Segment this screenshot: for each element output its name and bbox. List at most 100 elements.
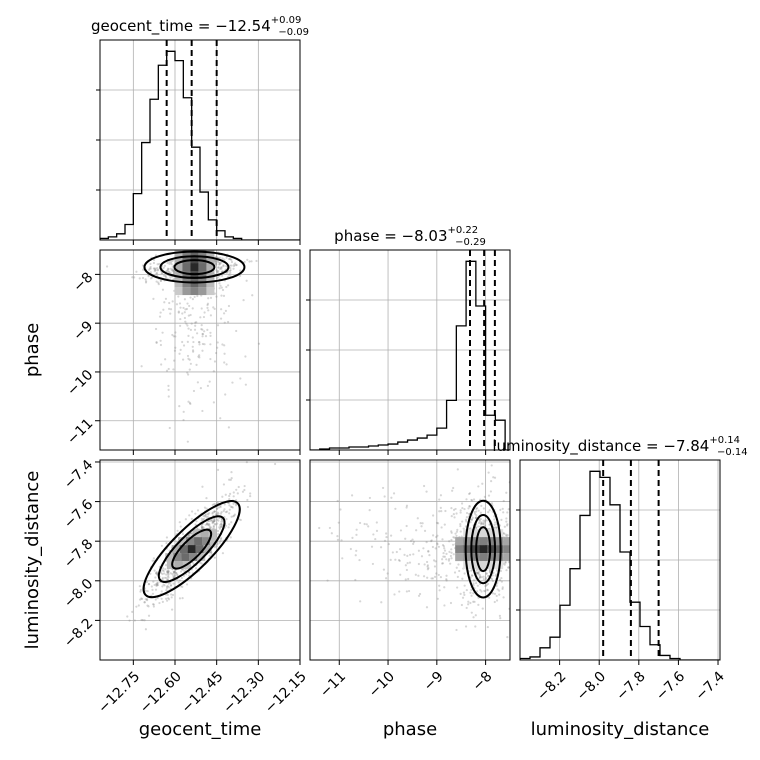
sample-point	[211, 512, 214, 515]
sample-point	[217, 266, 220, 269]
sample-point	[174, 331, 177, 334]
sample-point	[232, 514, 236, 517]
sample-point	[220, 536, 223, 540]
sample-point	[147, 614, 151, 617]
sample-point	[172, 574, 175, 577]
sample-point	[502, 511, 505, 514]
sample-point	[443, 586, 446, 589]
sample-point	[220, 308, 223, 311]
sample-point	[195, 520, 198, 523]
sample-point	[167, 267, 170, 271]
sample-point	[182, 410, 185, 413]
sample-point	[477, 509, 480, 512]
sample-point	[405, 504, 409, 507]
sample-point	[209, 519, 212, 522]
sample-point	[470, 518, 473, 521]
density-cell	[174, 287, 183, 296]
sample-point	[179, 306, 182, 309]
sample-point	[496, 588, 499, 591]
sample-point	[219, 504, 222, 507]
sample-point	[487, 511, 490, 514]
sample-point	[426, 568, 429, 571]
sample-point	[468, 492, 471, 496]
sample-point	[469, 521, 472, 524]
sample-point	[467, 603, 470, 606]
sample-point	[216, 468, 220, 472]
sample-point	[480, 521, 483, 524]
sample-point	[495, 526, 498, 530]
density-cell	[200, 529, 209, 538]
sample-point	[152, 605, 155, 608]
sample-point	[228, 512, 231, 515]
sample-point	[145, 280, 148, 283]
sample-point	[459, 522, 462, 526]
sample-point	[452, 513, 455, 516]
sample-point	[182, 358, 185, 361]
sample-point	[207, 519, 211, 523]
sample-point	[189, 313, 192, 317]
sample-point	[157, 268, 160, 271]
sample-point	[243, 260, 246, 264]
sample-point	[422, 547, 425, 550]
sample-point	[227, 426, 230, 429]
contour-level-2	[157, 515, 226, 583]
sample-point	[159, 339, 162, 342]
sample-point	[188, 401, 192, 405]
sample-point	[198, 354, 201, 357]
sample-point	[230, 521, 233, 524]
ylabel-phase: phase	[22, 323, 43, 377]
sample-point	[476, 507, 479, 510]
sample-point	[143, 601, 146, 604]
sample-point	[165, 536, 169, 539]
sample-point	[465, 498, 468, 501]
sample-point	[216, 513, 219, 516]
sample-point	[175, 573, 179, 576]
sample-point	[232, 502, 235, 505]
sample-point	[201, 485, 204, 488]
density-cell	[479, 537, 488, 546]
sample-point	[499, 508, 502, 511]
sample-point	[483, 589, 486, 592]
sample-point	[221, 495, 224, 498]
sample-point	[221, 257, 224, 260]
sample-point	[504, 561, 507, 564]
density-cell	[479, 529, 488, 538]
sample-point	[438, 584, 441, 587]
sample-point	[495, 573, 498, 576]
sample-point	[435, 572, 438, 575]
sample-point	[389, 534, 393, 537]
sample-point	[169, 581, 172, 584]
sample-point	[150, 585, 153, 588]
sample-point	[469, 601, 472, 605]
sample-point	[426, 564, 429, 567]
sample-point	[218, 262, 222, 266]
density-cell	[479, 545, 488, 554]
density-cell	[206, 263, 215, 272]
sample-point	[440, 510, 443, 513]
sample-point	[199, 561, 202, 564]
sample-point	[224, 309, 227, 312]
sample-point	[154, 269, 157, 272]
sample-point	[217, 269, 220, 272]
sample-point	[192, 389, 196, 393]
sample-point	[212, 520, 215, 523]
sample-point	[477, 521, 481, 525]
contour-level-1	[173, 259, 216, 276]
sample-point	[493, 600, 496, 604]
sample-point	[182, 306, 185, 310]
sample-point	[249, 495, 252, 498]
sample-point	[224, 393, 227, 396]
sample-point	[167, 367, 170, 371]
sample-point	[203, 515, 206, 518]
sample-point	[405, 568, 408, 572]
sample-point	[486, 589, 489, 592]
sample-point	[185, 307, 189, 311]
sample-point	[201, 527, 204, 530]
sample-point	[201, 342, 204, 346]
sample-point	[233, 513, 237, 516]
sample-point	[211, 503, 214, 506]
sample-point	[464, 518, 468, 521]
sample-point	[155, 272, 159, 275]
sample-point	[445, 579, 448, 582]
sample-point	[217, 519, 220, 522]
